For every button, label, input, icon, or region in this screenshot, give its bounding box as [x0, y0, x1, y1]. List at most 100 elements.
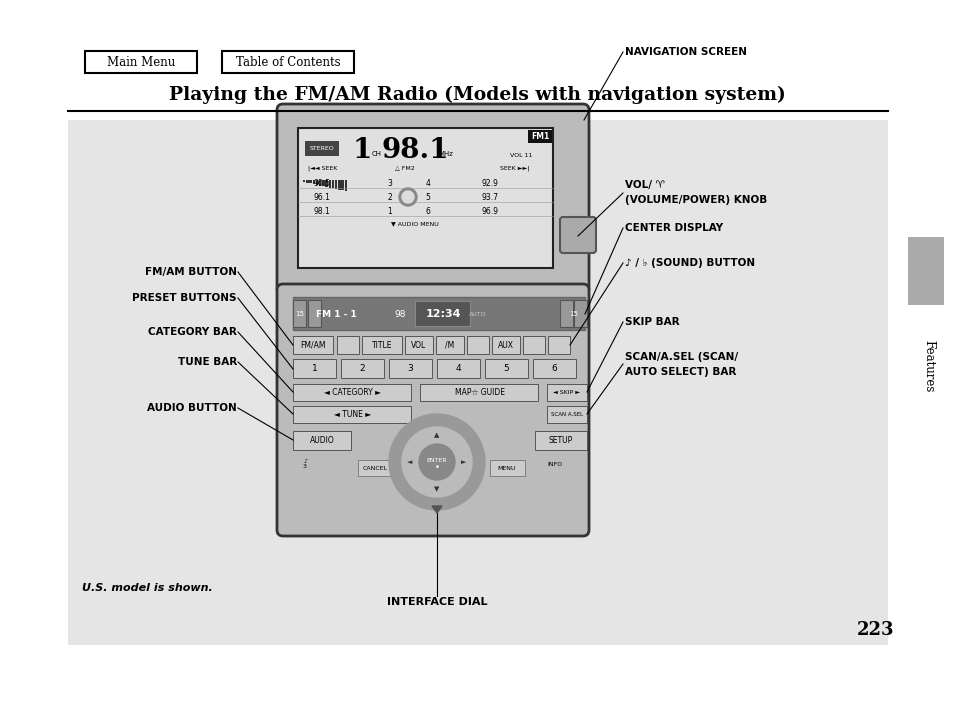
Text: 3: 3	[387, 179, 392, 187]
FancyBboxPatch shape	[574, 300, 586, 327]
FancyBboxPatch shape	[293, 297, 584, 330]
Text: 96.9: 96.9	[481, 207, 498, 215]
Bar	[338, 180, 340, 189]
Bar	[313, 180, 314, 184]
Polygon shape	[432, 506, 441, 513]
FancyBboxPatch shape	[308, 300, 320, 327]
Text: 1: 1	[352, 137, 372, 163]
Text: ▼ AUDIO MENU: ▼ AUDIO MENU	[391, 222, 438, 227]
FancyBboxPatch shape	[389, 359, 432, 378]
Text: VOL: VOL	[411, 341, 426, 349]
FancyBboxPatch shape	[85, 51, 196, 73]
Text: /M: /M	[445, 341, 455, 349]
Text: 2: 2	[359, 364, 365, 373]
Text: Features: Features	[922, 340, 935, 392]
Text: 3: 3	[407, 364, 413, 373]
Bar	[341, 180, 343, 190]
Text: FM1: FM1	[530, 132, 549, 141]
FancyBboxPatch shape	[490, 460, 524, 476]
Text: 15: 15	[569, 311, 578, 317]
FancyBboxPatch shape	[559, 217, 596, 253]
FancyBboxPatch shape	[357, 460, 393, 476]
Text: AUTO SELECT) BAR: AUTO SELECT) BAR	[624, 367, 736, 377]
Text: ◄ TUNE ►: ◄ TUNE ►	[335, 410, 371, 419]
Text: ►: ►	[461, 459, 466, 465]
Text: AUTO: AUTO	[469, 312, 486, 317]
Text: (VOLUME/POWER) KNOB: (VOLUME/POWER) KNOB	[624, 195, 766, 205]
Text: ♪ / ♭ (SOUND) BUTTON: ♪ / ♭ (SOUND) BUTTON	[624, 258, 755, 268]
Bar	[318, 180, 321, 186]
FancyBboxPatch shape	[276, 284, 588, 536]
Text: ♪
3: ♪ 3	[303, 459, 307, 469]
Text: 90.5: 90.5	[314, 179, 330, 187]
FancyBboxPatch shape	[293, 359, 335, 378]
Text: CENTER DISPLAY: CENTER DISPLAY	[624, 223, 722, 233]
Text: ◄ SKIP ►: ◄ SKIP ►	[553, 390, 579, 395]
Text: 6: 6	[551, 364, 557, 373]
FancyBboxPatch shape	[361, 336, 401, 354]
FancyBboxPatch shape	[293, 300, 306, 327]
Text: ◄: ◄	[407, 459, 413, 465]
Text: CH: CH	[372, 151, 381, 157]
Text: 6: 6	[425, 207, 430, 215]
Bar	[328, 180, 331, 188]
Bar	[315, 180, 318, 185]
FancyBboxPatch shape	[436, 359, 479, 378]
Text: SCAN/A.SEL (SCAN/: SCAN/A.SEL (SCAN/	[624, 352, 738, 362]
Text: CANCEL: CANCEL	[362, 466, 387, 470]
FancyBboxPatch shape	[527, 130, 552, 143]
FancyBboxPatch shape	[907, 237, 943, 305]
FancyBboxPatch shape	[492, 336, 519, 354]
Text: 98.1: 98.1	[314, 207, 330, 215]
FancyBboxPatch shape	[436, 336, 463, 354]
Text: AUX: AUX	[497, 341, 514, 349]
Text: CATEGORY BAR: CATEGORY BAR	[148, 327, 236, 337]
FancyBboxPatch shape	[276, 104, 588, 294]
Text: SEEK ►►|: SEEK ►►|	[499, 166, 529, 171]
Text: AUDIO BUTTON: AUDIO BUTTON	[147, 403, 236, 413]
Text: ▲: ▲	[434, 432, 439, 438]
Text: △ FM2: △ FM2	[395, 166, 415, 171]
Text: 96.1: 96.1	[314, 192, 330, 202]
Text: INTERFACE DIAL: INTERFACE DIAL	[386, 597, 487, 607]
FancyBboxPatch shape	[297, 128, 553, 268]
Text: U.S. model is shown.: U.S. model is shown.	[82, 583, 213, 593]
Circle shape	[401, 427, 472, 497]
Bar	[322, 180, 324, 186]
Text: INFO: INFO	[547, 462, 562, 467]
Text: 98.1: 98.1	[381, 137, 448, 163]
Text: SKIP BAR: SKIP BAR	[624, 317, 679, 327]
Bar	[335, 180, 337, 189]
Circle shape	[398, 188, 416, 206]
FancyBboxPatch shape	[293, 336, 333, 354]
FancyBboxPatch shape	[405, 336, 433, 354]
Text: FM 1 - 1: FM 1 - 1	[315, 310, 356, 318]
Text: 15: 15	[295, 311, 304, 317]
Text: VOL/ ♈: VOL/ ♈	[624, 180, 664, 190]
FancyBboxPatch shape	[546, 384, 586, 401]
Text: MENU: MENU	[497, 466, 516, 470]
FancyBboxPatch shape	[467, 336, 489, 354]
FancyBboxPatch shape	[533, 359, 576, 378]
Text: 1: 1	[312, 364, 317, 373]
FancyBboxPatch shape	[415, 301, 470, 326]
Text: 92.9: 92.9	[481, 179, 497, 187]
Text: 12:34: 12:34	[425, 309, 460, 319]
Text: FM/AM: FM/AM	[300, 341, 325, 349]
Text: Main Menu: Main Menu	[107, 55, 175, 68]
Text: 2: 2	[387, 192, 392, 202]
Text: 5: 5	[425, 192, 430, 202]
Text: Table of Contents: Table of Contents	[235, 55, 340, 68]
Text: STEREO: STEREO	[310, 145, 334, 150]
FancyBboxPatch shape	[419, 384, 537, 401]
Text: NAVIGATION SCREEN: NAVIGATION SCREEN	[624, 47, 746, 57]
Text: AUDIO: AUDIO	[310, 436, 334, 445]
Text: SETUP: SETUP	[548, 436, 573, 445]
Text: 93.7: 93.7	[481, 192, 498, 202]
Text: 5: 5	[503, 364, 509, 373]
FancyBboxPatch shape	[340, 359, 384, 378]
FancyBboxPatch shape	[522, 336, 544, 354]
Text: 223: 223	[857, 621, 894, 639]
Text: FM/AM BUTTON: FM/AM BUTTON	[145, 267, 236, 277]
FancyBboxPatch shape	[535, 431, 586, 450]
